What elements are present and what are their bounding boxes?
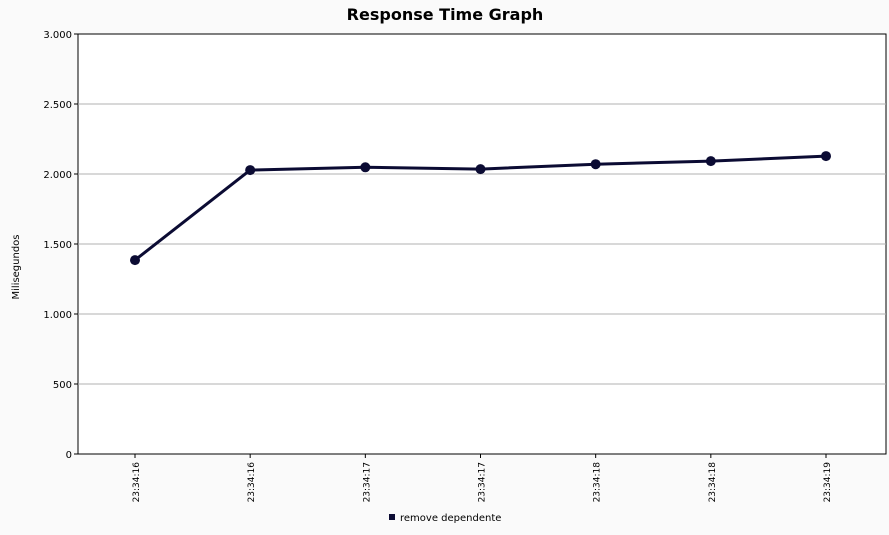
- legend-label: remove dependente: [400, 513, 501, 524]
- y-tick-label: 500: [53, 380, 72, 391]
- data-point: [821, 151, 831, 162]
- data-point: [245, 165, 256, 176]
- x-tick-label: 23:34:18: [593, 462, 603, 503]
- x-tick-label: 23:34:16: [132, 462, 142, 503]
- x-tick-label: 23:34:17: [478, 462, 488, 502]
- x-tick-label: 23:34:19: [823, 462, 833, 503]
- data-point: [130, 255, 140, 266]
- y-tick-label: 3.000: [43, 30, 72, 41]
- legend-swatch: [389, 514, 395, 520]
- y-tick-label: 1.000: [43, 310, 72, 321]
- y-tick-label: 1.500: [43, 240, 72, 251]
- chart-title: Response Time Graph: [347, 5, 544, 24]
- data-point: [590, 159, 601, 170]
- y-tick-label: 0: [66, 450, 72, 461]
- x-tick-label: 23:34:16: [247, 462, 257, 503]
- data-point: [705, 156, 716, 167]
- x-tick-label: 23:34:17: [362, 462, 372, 502]
- y-tick-label: 2.000: [43, 170, 72, 181]
- data-point: [475, 164, 486, 175]
- x-tick-label: 23:34:18: [708, 462, 718, 503]
- y-tick-label: 2.500: [43, 100, 72, 111]
- y-axis-label: Milisegundos: [11, 234, 22, 299]
- data-point: [360, 162, 371, 173]
